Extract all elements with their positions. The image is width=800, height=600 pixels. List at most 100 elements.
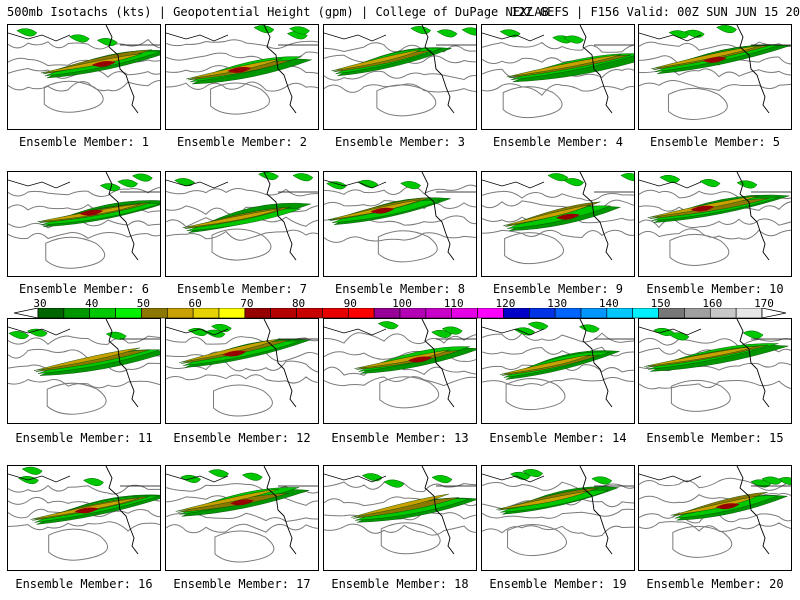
colorbar-tick-label: 110 bbox=[443, 297, 464, 310]
height-contour bbox=[8, 335, 160, 345]
height-contour bbox=[482, 346, 634, 357]
height-contour bbox=[377, 230, 438, 263]
panel-label: Ensemble Member: 5 bbox=[649, 135, 781, 149]
panel-label: Ensemble Member: 12 bbox=[173, 431, 311, 445]
jet-max bbox=[702, 56, 727, 63]
isotach-band bbox=[21, 466, 43, 475]
coastline bbox=[421, 319, 455, 408]
panel-label: Ensemble Member: 14 bbox=[489, 431, 627, 445]
coastline bbox=[482, 179, 545, 189]
colorbar-tick-label: 80 bbox=[291, 297, 306, 310]
isotach-band bbox=[761, 476, 783, 485]
height-contour bbox=[639, 477, 791, 491]
coastline bbox=[8, 32, 71, 42]
panel-label: Ensemble Member: 11 bbox=[15, 431, 153, 445]
height-contour bbox=[379, 376, 440, 409]
isotach-band bbox=[33, 347, 141, 371]
isotach-band bbox=[99, 183, 121, 192]
jet-max bbox=[230, 499, 255, 506]
height-contour bbox=[324, 42, 476, 53]
coastline bbox=[579, 319, 613, 408]
isotach-band bbox=[241, 472, 263, 481]
height-contour bbox=[210, 82, 270, 115]
coastline bbox=[639, 32, 702, 42]
height-contour bbox=[324, 510, 476, 521]
height-contour bbox=[8, 378, 160, 389]
coastline bbox=[579, 25, 613, 114]
isotach-band bbox=[651, 45, 761, 70]
coastline bbox=[8, 473, 71, 483]
colorbar-strip bbox=[13, 308, 787, 319]
isotach-colorbar: 30 40 50 60 70 80 90 100 110 120 130 140 150 160 170 bbox=[0, 297, 800, 321]
colorbar-tick-label: 170 bbox=[754, 297, 774, 310]
isotach-band bbox=[351, 493, 449, 518]
isotach-band bbox=[289, 26, 310, 35]
isotach-band bbox=[326, 181, 347, 190]
height-contour bbox=[213, 384, 273, 417]
ensemble-map bbox=[482, 319, 634, 411]
isotach-band bbox=[68, 34, 90, 43]
isotach-band bbox=[522, 468, 544, 478]
isotach-band bbox=[377, 321, 399, 330]
height-contour bbox=[672, 525, 733, 558]
isotach-band bbox=[668, 332, 690, 341]
jet-max bbox=[555, 213, 580, 220]
height-contour bbox=[482, 332, 634, 343]
height-contour bbox=[45, 236, 106, 269]
isotach-band bbox=[499, 354, 590, 375]
height-contour bbox=[482, 41, 634, 53]
isotach-band bbox=[204, 329, 226, 338]
height-contour bbox=[482, 83, 634, 96]
coastline bbox=[421, 466, 455, 555]
panel-label: Ensemble Member: 2 bbox=[176, 135, 308, 149]
ensemble-map bbox=[324, 319, 476, 409]
height-contour bbox=[8, 79, 160, 92]
coastline bbox=[736, 25, 770, 114]
jet-max bbox=[227, 66, 252, 73]
height-contour bbox=[324, 184, 476, 195]
coastline bbox=[166, 179, 229, 189]
jet-max bbox=[91, 60, 116, 67]
ensemble-map-panel bbox=[7, 465, 161, 571]
ensemble-map-panel bbox=[323, 465, 477, 571]
height-contour bbox=[46, 382, 107, 415]
height-contour bbox=[48, 528, 108, 561]
coastline bbox=[166, 326, 229, 336]
coastline bbox=[579, 466, 613, 555]
colorbar-tick-label: 120 bbox=[495, 297, 516, 310]
isotach-band bbox=[514, 327, 535, 336]
isotach-band bbox=[292, 173, 314, 182]
panel-label: Ensemble Member: 13 bbox=[331, 431, 469, 445]
coastline bbox=[8, 326, 71, 336]
ensemble-map bbox=[8, 25, 160, 114]
height-contour bbox=[214, 530, 275, 563]
height-contour bbox=[166, 229, 318, 241]
height-contour bbox=[670, 379, 731, 412]
height-contour bbox=[324, 365, 476, 376]
isotach-band bbox=[563, 178, 585, 187]
isotach-band bbox=[361, 473, 383, 482]
ensemble-map-panel bbox=[165, 171, 319, 277]
panel-label: Ensemble Member: 16 bbox=[15, 577, 153, 591]
ensemble-map bbox=[166, 466, 318, 563]
height-contour bbox=[482, 190, 634, 202]
height-contour bbox=[8, 231, 160, 240]
ensemble-map bbox=[324, 172, 476, 263]
coastline bbox=[8, 179, 71, 189]
colorbar-tick-label: 90 bbox=[343, 297, 357, 310]
panel-label: Ensemble Member: 20 bbox=[646, 577, 784, 591]
coastline bbox=[105, 466, 139, 555]
isotach-band bbox=[736, 180, 758, 189]
coastline bbox=[639, 473, 702, 483]
isotach-band bbox=[503, 204, 591, 226]
height-contour bbox=[482, 377, 634, 387]
colorbar-tick-label: 160 bbox=[702, 297, 723, 310]
height-contour bbox=[639, 337, 791, 348]
isotach-band bbox=[354, 349, 450, 369]
ensemble-map bbox=[166, 172, 318, 261]
isotach-band bbox=[331, 49, 422, 72]
coastline bbox=[482, 32, 545, 42]
isotach-band bbox=[436, 29, 458, 38]
isotach-band bbox=[527, 321, 549, 330]
coastline bbox=[736, 319, 770, 408]
